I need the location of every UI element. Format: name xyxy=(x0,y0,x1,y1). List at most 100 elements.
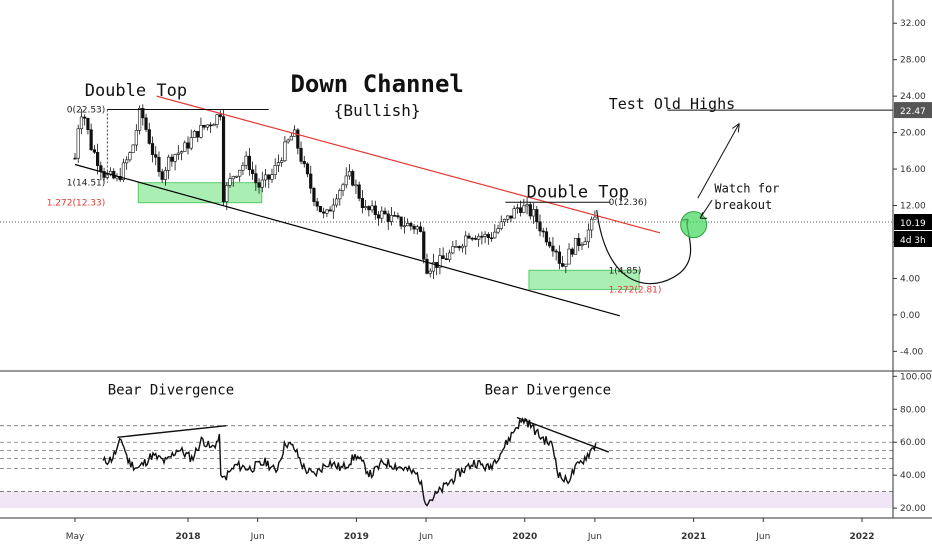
candle-body xyxy=(283,141,287,162)
candle-body xyxy=(567,248,571,265)
candle-body xyxy=(512,208,516,219)
candle-body xyxy=(83,116,87,119)
candle-body xyxy=(396,215,400,218)
candle-body xyxy=(431,262,436,272)
candle-body xyxy=(160,171,164,180)
candle-body xyxy=(473,237,478,240)
candle-body xyxy=(318,205,323,213)
candle-body xyxy=(538,221,542,232)
candle-body xyxy=(125,159,129,164)
candle-body xyxy=(196,131,200,138)
candle-body xyxy=(531,209,536,217)
old-high-badge: 22.47 xyxy=(900,107,926,117)
candle-body xyxy=(179,151,184,154)
candle-body xyxy=(73,157,77,160)
candle-body xyxy=(192,131,197,138)
rsi-axis-label: 60.00 xyxy=(900,438,926,448)
candle-body xyxy=(586,229,591,243)
fib-zone-2 xyxy=(528,269,640,290)
candle-body xyxy=(409,223,413,227)
candle-body xyxy=(183,142,187,152)
divergence-1-line xyxy=(117,425,227,438)
candle-body xyxy=(357,184,361,199)
candle-body xyxy=(515,207,519,210)
candle-body xyxy=(260,179,264,188)
candle-body xyxy=(228,178,232,186)
countdown-badge-bg xyxy=(894,231,932,248)
candle-body xyxy=(460,245,465,249)
time-axis-label: 2021 xyxy=(681,532,706,542)
candle-body xyxy=(541,230,545,233)
candle-body xyxy=(457,246,461,249)
annotations: Double Top Double Top Test Old Highs Watch … xyxy=(47,70,780,398)
price-axis-label: 24.00 xyxy=(900,92,926,102)
price-axis-label: 32.00 xyxy=(900,19,926,29)
candle-body xyxy=(244,155,248,166)
candle-body xyxy=(454,246,458,248)
candle-body xyxy=(467,235,471,239)
candle-body xyxy=(92,149,96,153)
time-axis-label: Jun xyxy=(250,532,265,542)
candle-body xyxy=(241,164,245,171)
candle-body xyxy=(302,161,306,165)
candle-body xyxy=(444,258,448,260)
candle-body xyxy=(299,147,303,162)
candle-body xyxy=(583,241,587,245)
candle-body xyxy=(415,226,419,230)
test-highs-arrowhead xyxy=(732,123,740,133)
candle-body xyxy=(509,215,513,219)
candle-body xyxy=(441,255,445,259)
candle-body xyxy=(506,215,510,220)
candle-body xyxy=(519,207,523,213)
price-pane[interactable] xyxy=(0,95,893,317)
candle-body xyxy=(389,215,394,222)
price-axis-label: 16.00 xyxy=(900,165,926,175)
rsi-pane[interactable] xyxy=(0,416,893,509)
candle-body xyxy=(544,231,549,243)
time-axis-label: 2022 xyxy=(849,532,874,542)
candle-body xyxy=(218,114,222,117)
candle-body xyxy=(251,169,255,174)
price-axis-label: 12.00 xyxy=(900,202,926,212)
candle-body xyxy=(402,225,406,228)
candle-body xyxy=(561,263,565,267)
fib-label: 1(4.85) xyxy=(609,267,642,277)
candle-body xyxy=(496,228,500,233)
rsi-line xyxy=(102,417,597,507)
fib-label: 0(22.53) xyxy=(67,106,106,116)
time-axis-label: May xyxy=(66,532,85,542)
time-axis-label: 2019 xyxy=(344,532,369,542)
candle-body xyxy=(305,163,310,175)
candle-body xyxy=(199,124,203,138)
chart-title: Down Channel xyxy=(290,70,463,98)
candle-body xyxy=(535,209,539,223)
candle-body xyxy=(141,108,145,119)
candle-body xyxy=(525,204,529,207)
candle-body xyxy=(564,263,568,267)
candle-body xyxy=(322,211,326,214)
candle-body xyxy=(438,255,442,268)
countdown-badge: 4d 3h xyxy=(900,236,926,246)
candle-body xyxy=(231,176,235,180)
candle-body xyxy=(447,252,452,260)
candle-body xyxy=(412,225,416,230)
candle-body xyxy=(418,226,423,233)
candle-body xyxy=(548,241,552,247)
watch-breakout-label: breakout xyxy=(714,198,772,212)
rsi-axis-label: 100.00 xyxy=(900,372,932,382)
bear-divergence-label: Bear Divergence xyxy=(485,382,611,398)
candle-body xyxy=(312,188,316,202)
chart-subtitle: {Bullish} xyxy=(334,101,421,120)
candle-body xyxy=(137,108,142,131)
candle-body xyxy=(499,221,503,229)
candle-body xyxy=(150,143,155,155)
candle-body xyxy=(134,130,138,146)
price-axis-label: 4.00 xyxy=(900,274,920,284)
channel-bottom-line xyxy=(74,163,620,317)
candle-body xyxy=(167,156,171,171)
price-axis-label: -4.00 xyxy=(900,347,924,357)
candle-body xyxy=(360,198,364,209)
price-axis-label: 28.00 xyxy=(900,56,926,66)
